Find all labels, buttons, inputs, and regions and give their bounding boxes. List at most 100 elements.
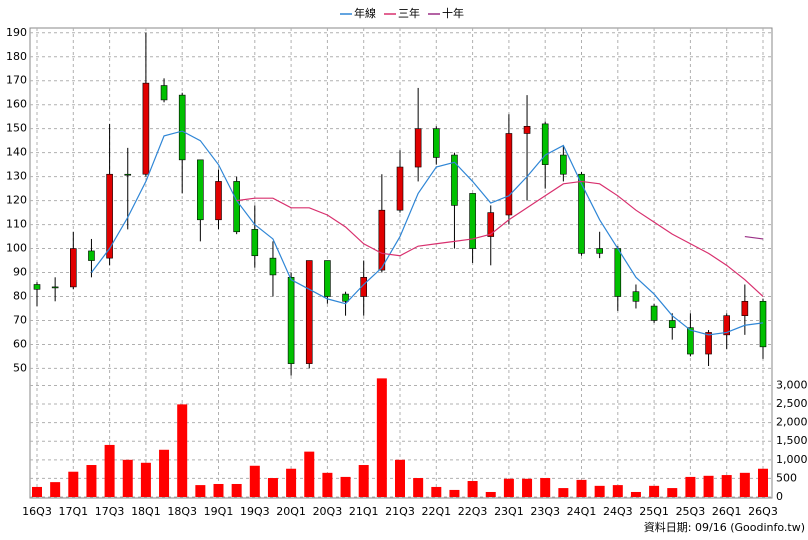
- bar: [304, 451, 315, 497]
- y-tick-label: 2,000: [776, 416, 808, 429]
- candle-body: [378, 209, 386, 271]
- bar: [395, 459, 405, 497]
- bar: [721, 475, 732, 497]
- x-tick-label: 26Q1: [712, 505, 742, 518]
- bar: [467, 481, 478, 497]
- line-series: [90, 130, 764, 336]
- bar: [231, 483, 242, 497]
- x-tick-label: 25Q3: [676, 505, 706, 518]
- y-tick-label: 1,500: [776, 434, 808, 447]
- candle-body: [759, 300, 767, 348]
- legend-label: 三年: [398, 6, 420, 20]
- x-tick-label: 22Q1: [421, 505, 451, 518]
- candle-body: [124, 173, 132, 176]
- x-tick-label: 20Q3: [313, 505, 343, 518]
- y-tick-label: 160: [6, 98, 27, 111]
- x-tick-label: 18Q3: [167, 505, 197, 518]
- bar: [612, 485, 623, 497]
- x-tick-label: 16Q3: [22, 505, 52, 518]
- candle-body: [342, 293, 349, 302]
- candle-body: [650, 305, 658, 321]
- bar: [68, 471, 79, 497]
- candle-body: [632, 291, 640, 302]
- x-tick-label: 18Q1: [131, 505, 161, 518]
- x-tick-label: 21Q1: [349, 505, 379, 518]
- candle-body: [668, 320, 676, 328]
- bar: [431, 486, 442, 497]
- bar: [649, 485, 660, 497]
- bar: [322, 472, 333, 497]
- bar: [286, 468, 297, 497]
- candle-body: [541, 123, 549, 165]
- candle-body: [51, 286, 59, 289]
- bar: [503, 478, 514, 497]
- y-tick-label: 150: [6, 122, 27, 135]
- bar: [758, 468, 768, 497]
- y-tick-label: 190: [6, 26, 27, 39]
- footer: 資料日期: 09/16 (Goodinfo.tw): [644, 520, 805, 534]
- bar: [413, 478, 424, 497]
- x-tick-label: 26Q3: [748, 505, 778, 518]
- candle-body: [614, 248, 622, 297]
- bar: [340, 476, 351, 497]
- candle-body: [687, 327, 694, 355]
- bar: [267, 478, 278, 497]
- bar: [485, 491, 496, 497]
- candle-body: [215, 181, 222, 221]
- candle-body: [705, 332, 712, 355]
- candle-body: [324, 260, 331, 297]
- x-tick-label: 20Q1: [276, 505, 306, 518]
- bar: [522, 478, 533, 497]
- candle-body: [160, 85, 168, 101]
- y-tick-label: 0: [776, 490, 783, 503]
- x-tick-label: 17Q1: [58, 505, 88, 518]
- legend-label: 年線: [354, 6, 376, 20]
- candle-body: [414, 128, 422, 168]
- candle-body: [88, 250, 95, 261]
- y-tick-label: 1,000: [776, 453, 808, 466]
- bar: [159, 449, 170, 497]
- candle-body: [251, 229, 259, 257]
- y-tick-label: 70: [13, 313, 27, 326]
- candle-body: [106, 173, 113, 259]
- y-tick-label: 3,000: [776, 378, 808, 391]
- x-tick-label: 25Q1: [639, 505, 669, 518]
- candle-body: [305, 260, 313, 364]
- bar: [576, 479, 587, 497]
- candle-body: [70, 248, 77, 288]
- bar: [540, 478, 551, 497]
- y-tick-label: 90: [13, 266, 27, 279]
- bar: [558, 488, 569, 497]
- bar: [594, 485, 605, 497]
- x-tick-label: 24Q1: [567, 505, 597, 518]
- y-tick-label: 500: [776, 471, 797, 484]
- x-tick-label: 22Q3: [458, 505, 488, 518]
- candle-body: [432, 128, 440, 158]
- candle-body: [197, 159, 204, 221]
- x-tick-label: 17Q3: [95, 505, 125, 518]
- candle-body: [233, 181, 240, 233]
- bar: [32, 486, 42, 497]
- bar: [140, 462, 151, 497]
- bar: [122, 459, 133, 497]
- x-tick-label: 19Q3: [240, 505, 270, 518]
- candle-body: [741, 300, 749, 316]
- bar: [86, 465, 97, 497]
- bar: [685, 476, 696, 497]
- bar: [739, 472, 750, 497]
- y-tick-label: 180: [6, 50, 27, 63]
- candle-body: [142, 82, 150, 175]
- bar: [449, 489, 460, 497]
- candle-body: [451, 154, 458, 206]
- line-series: [236, 180, 764, 297]
- bar: [104, 444, 115, 497]
- bar: [177, 404, 188, 497]
- y-tick-label: 140: [6, 146, 27, 159]
- bar: [249, 465, 260, 497]
- bar: [195, 485, 206, 497]
- y-tick-label: 50: [13, 361, 27, 374]
- bar: [703, 475, 714, 497]
- x-tick-label: 19Q1: [204, 505, 234, 518]
- candle-body: [469, 193, 476, 249]
